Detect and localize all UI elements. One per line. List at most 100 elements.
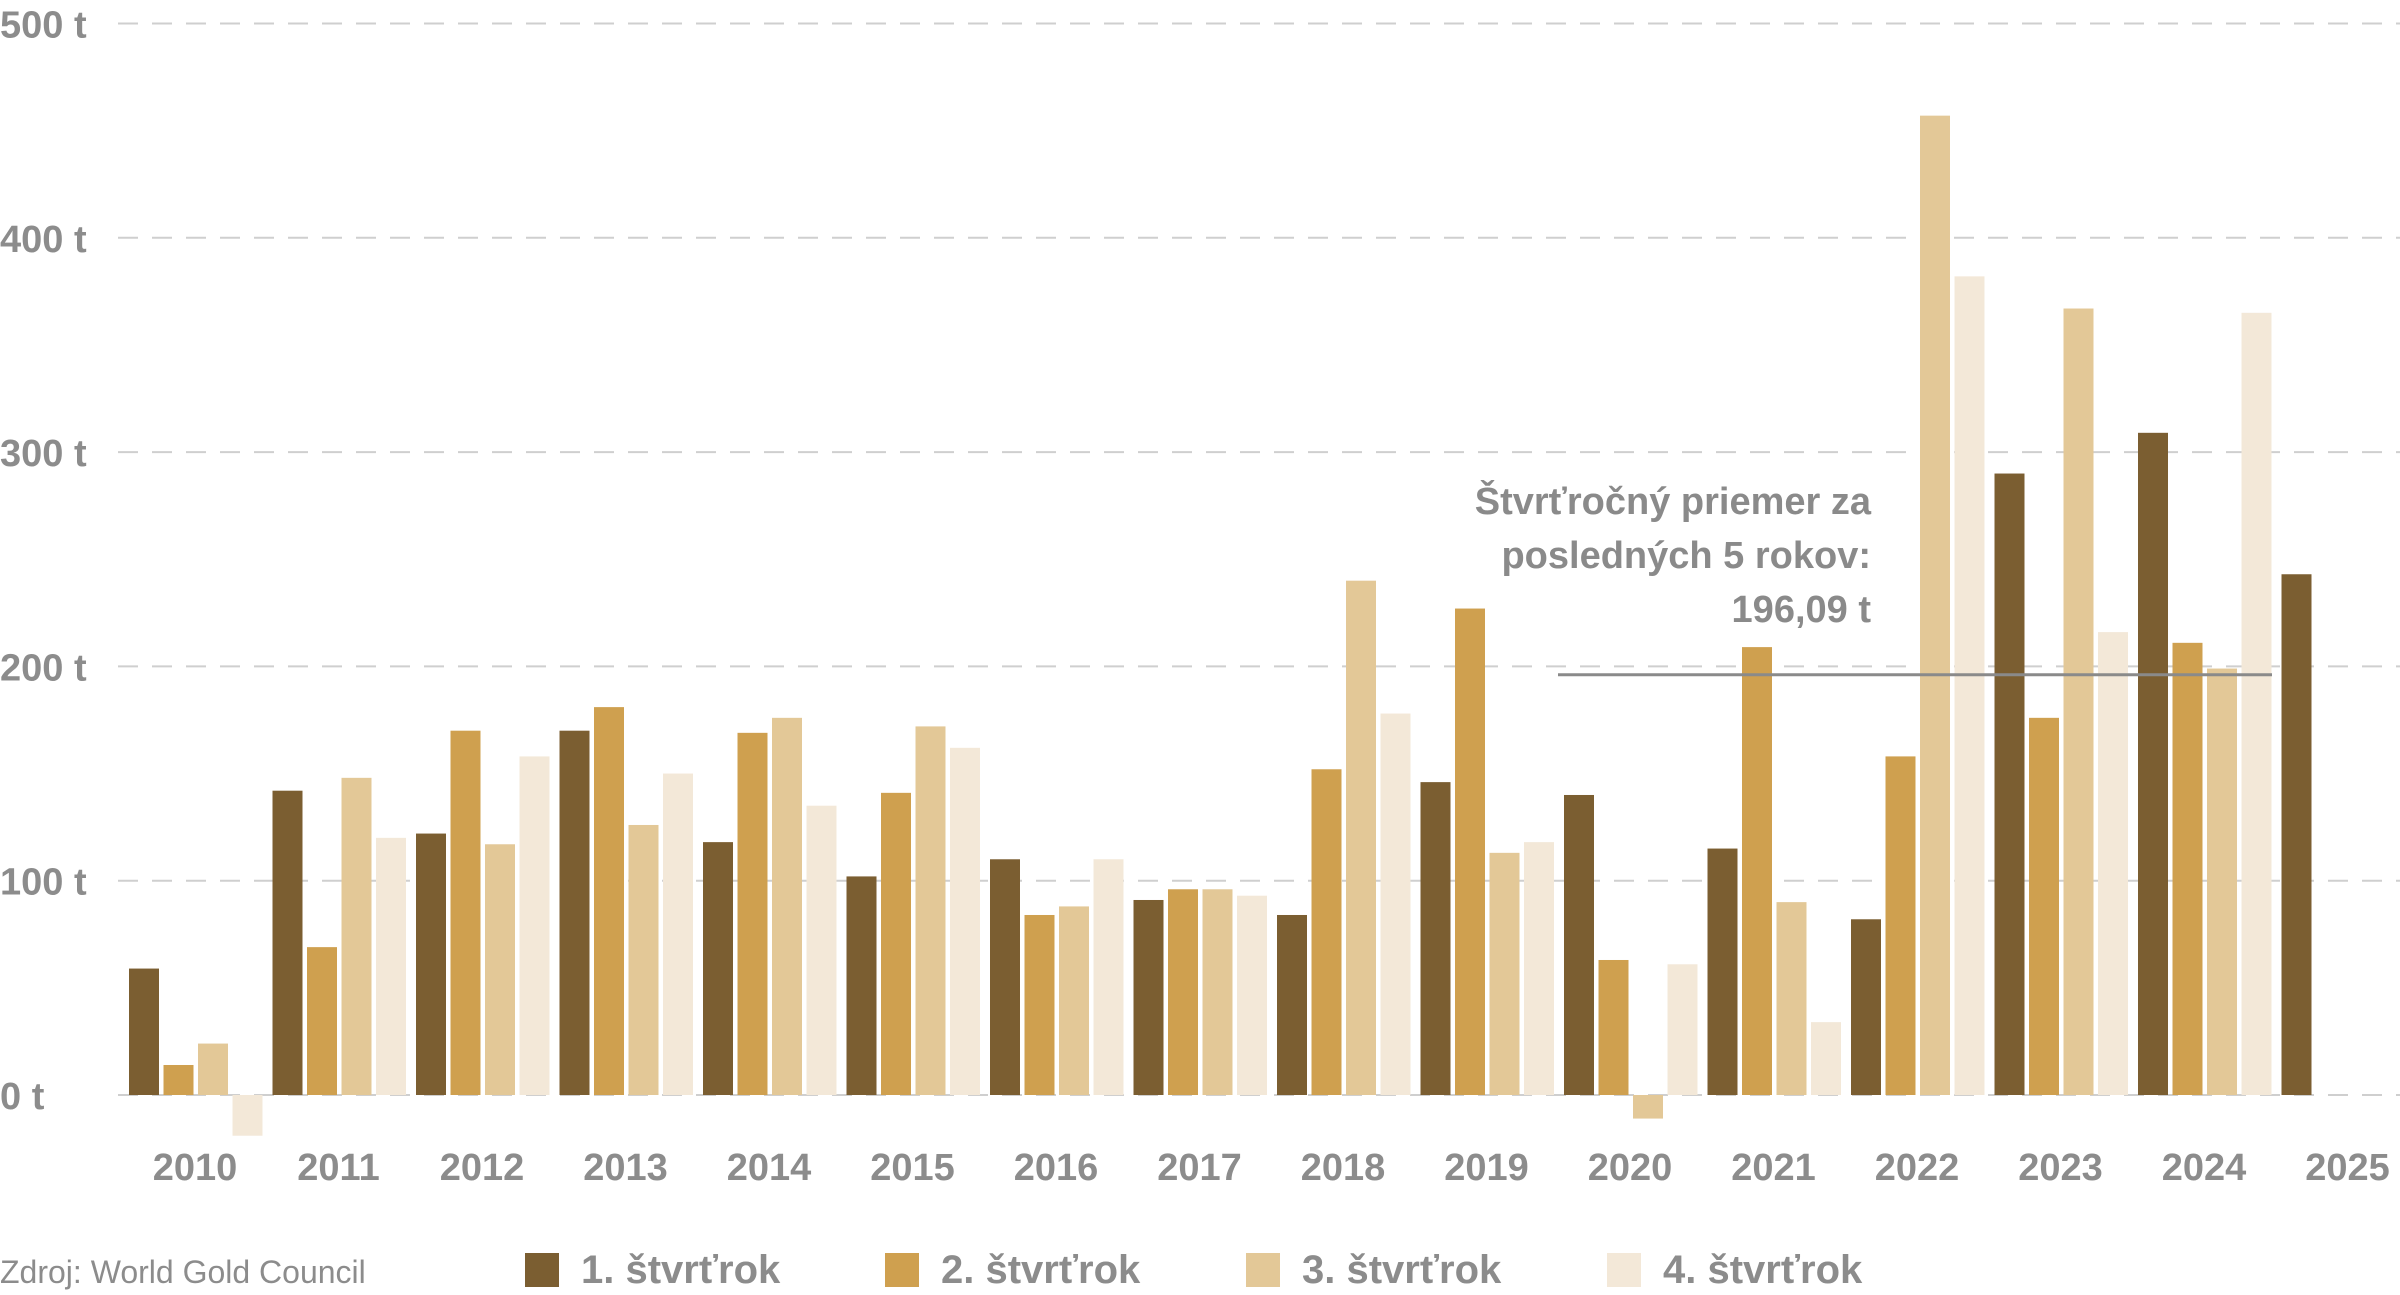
bar-q2-2015	[881, 792, 911, 1095]
x-tick-label: 2013	[583, 1147, 668, 1189]
bar-q1-2023	[1994, 473, 2025, 1095]
bar-q1-2019	[1420, 782, 1451, 1095]
bar-q4-2019	[1524, 842, 1554, 1095]
x-tick-label: 2022	[1875, 1147, 1960, 1189]
x-tick-label: 2021	[1731, 1147, 1816, 1189]
bar-q3-2024	[2207, 668, 2237, 1095]
bar-q4-2015	[950, 747, 980, 1095]
legend-label-q4: 4. štvrťrok	[1663, 1248, 1863, 1292]
legend-label-q3: 3. štvrťrok	[1302, 1248, 1502, 1292]
bar-q3-2022	[1920, 115, 1950, 1096]
bar-q2-2016	[1024, 914, 1055, 1095]
bars	[129, 115, 2312, 1136]
bar-q2-2010	[163, 1064, 194, 1095]
y-tick-label: 100 t	[0, 862, 87, 904]
bar-q1-2012	[416, 833, 446, 1095]
bar-q1-2025	[2281, 574, 2312, 1095]
bar-q3-2010	[198, 1043, 228, 1095]
x-tick-label: 2012	[440, 1147, 525, 1189]
x-tick-label: 2014	[727, 1147, 812, 1189]
bar-q4-2014	[806, 805, 837, 1095]
legend-swatch-q2	[885, 1253, 919, 1287]
legend-label-q2: 2. štvrťrok	[941, 1248, 1141, 1292]
bar-q1-2014	[703, 842, 733, 1095]
bar-q2-2017	[1168, 889, 1198, 1095]
bar-q1-2022	[1851, 919, 1881, 1095]
bar-q3-2014	[772, 717, 802, 1095]
bar-q4-2020	[1667, 964, 1698, 1095]
x-tick-label: 2023	[2018, 1147, 2103, 1189]
bar-q2-2021	[1742, 647, 1772, 1095]
bar-q4-2023	[2098, 632, 2128, 1095]
bar-q3-2019	[1489, 852, 1520, 1095]
bar-q3-2018	[1346, 580, 1376, 1095]
legend-swatch-q4	[1607, 1253, 1641, 1287]
bar-q3-2012	[485, 844, 515, 1095]
bar-q1-2024	[2138, 432, 2168, 1095]
bar-q1-2020	[1564, 794, 1594, 1095]
bar-q4-2017	[1237, 895, 1267, 1095]
legend-swatch-q3	[1246, 1253, 1280, 1287]
bar-q4-2016	[1093, 859, 1124, 1095]
legend-swatch-q1	[525, 1253, 559, 1287]
legend: 1. štvrťrok 2. štvrťrok 3. štvrťrok 4. štvr…	[525, 1248, 1863, 1292]
reference-line-group: Štvrťročný priemer za posledných 5 rokov…	[1475, 478, 2272, 677]
bar-q2-2022	[1885, 756, 1916, 1095]
y-tick-label: 300 t	[0, 433, 87, 475]
reference-label-line-2: posledných 5 rokov:	[1501, 535, 1871, 577]
bar-q1-2013	[559, 730, 590, 1095]
y-tick-label: 500 t	[0, 5, 87, 47]
bar-q3-2011	[341, 777, 372, 1095]
bar-q3-2013	[628, 824, 659, 1095]
bar-q2-2018	[1311, 769, 1342, 1095]
bar-q4-2022	[1954, 276, 1985, 1095]
bar-q4-2010	[232, 1095, 263, 1136]
bar-q3-2020	[1633, 1095, 1663, 1119]
y-tick-label: 0 t	[0, 1076, 45, 1118]
bar-q2-2011	[307, 947, 337, 1095]
source-note: Zdroj: World Gold Council	[0, 1254, 366, 1290]
reference-label-line-3: 196,09 t	[1732, 589, 1872, 631]
y-tick-label: 400 t	[0, 219, 87, 261]
x-tick-label: 2015	[870, 1147, 955, 1189]
bar-q4-2021	[1811, 1022, 1841, 1095]
bar-q4-2012	[519, 756, 550, 1095]
bar-q1-2021	[1707, 848, 1738, 1095]
bar-q1-2010	[129, 968, 159, 1095]
bar-q3-2021	[1776, 902, 1807, 1095]
x-tick-label: 2024	[2162, 1147, 2247, 1189]
legend-label-q1: 1. štvrťrok	[581, 1248, 781, 1292]
bar-q4-2018	[1380, 713, 1411, 1095]
x-tick-label: 2018	[1301, 1147, 1386, 1189]
bar-q3-2023	[2063, 308, 2094, 1095]
bar-q1-2011	[272, 790, 303, 1095]
bar-q3-2017	[1202, 889, 1233, 1095]
bar-q4-2024	[2241, 312, 2272, 1095]
bar-q1-2018	[1277, 914, 1307, 1095]
bar-q2-2020	[1598, 959, 1629, 1095]
x-tick-label: 2017	[1157, 1147, 1242, 1189]
bar-q2-2019	[1455, 608, 1485, 1095]
reference-label-line-1: Štvrťročný priemer za	[1475, 478, 1872, 523]
bar-q2-2024	[2172, 642, 2203, 1095]
bar-q4-2011	[376, 837, 406, 1095]
x-tick-label: 2011	[297, 1147, 379, 1189]
x-tick-label: 2010	[153, 1147, 238, 1189]
x-tick-label: 2020	[1588, 1147, 1673, 1189]
bar-q2-2023	[2029, 717, 2059, 1095]
x-tick-label: 2016	[1014, 1147, 1099, 1189]
bar-q2-2013	[594, 707, 624, 1095]
bar-q3-2015	[915, 726, 946, 1095]
y-tick-label: 200 t	[0, 647, 87, 689]
bar-q4-2013	[663, 773, 693, 1095]
bar-q3-2016	[1059, 906, 1089, 1095]
bar-q1-2015	[846, 876, 877, 1095]
bar-q1-2016	[990, 859, 1020, 1095]
y-axis-ticks: 0 t 100 t 200 t 300 t 400 t 500 t	[0, 5, 87, 1119]
x-tick-label: 2019	[1444, 1147, 1529, 1189]
bar-q2-2012	[450, 730, 481, 1095]
bar-q1-2017	[1133, 899, 1164, 1095]
x-tick-label: 2025	[2305, 1147, 2390, 1189]
bar-q2-2014	[737, 732, 768, 1095]
